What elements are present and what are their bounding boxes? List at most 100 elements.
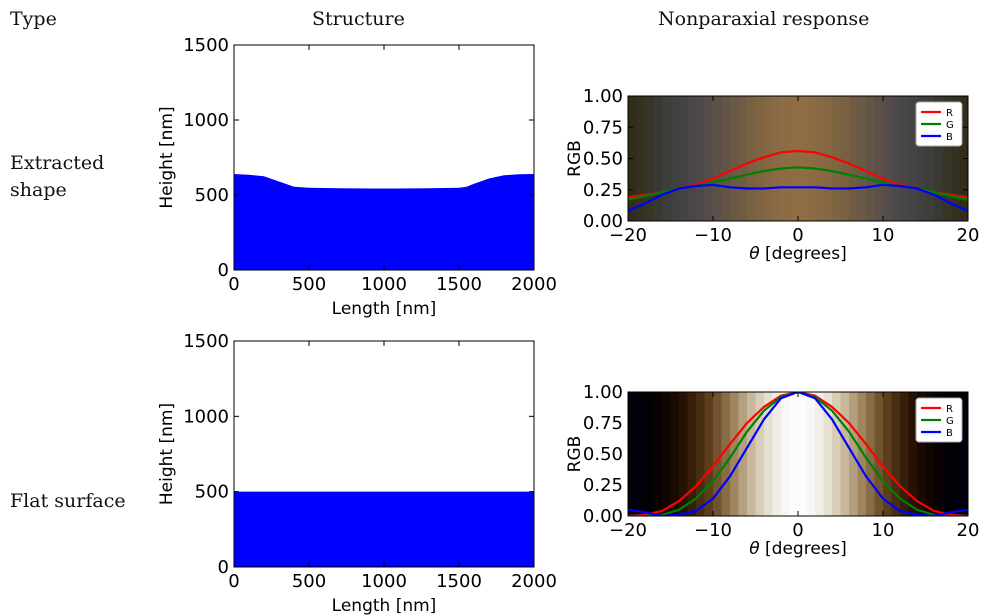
y-tick-label: 500 (195, 185, 229, 206)
series-line-G (628, 392, 968, 516)
color-band-stripe (696, 392, 706, 516)
color-band-stripe (704, 392, 714, 516)
x-tick-label: −20 (609, 225, 647, 246)
y-tick-label: 1500 (183, 331, 229, 352)
y-tick-label: 0.50 (583, 444, 623, 465)
color-band-stripe (781, 392, 791, 516)
y-tick-label: 1.00 (583, 382, 623, 403)
color-band-stripe (900, 96, 910, 221)
x-tick-label: 2000 (511, 274, 557, 295)
color-band-stripe (730, 392, 740, 516)
legend: RGB (915, 101, 963, 147)
color-band-stripe (679, 392, 689, 516)
color-band-stripe (934, 392, 944, 516)
color-band-stripe (798, 96, 808, 221)
y-tick-label: 0 (218, 260, 229, 281)
series-line-B (628, 183, 968, 213)
x-tick-label: −20 (609, 520, 647, 541)
color-band-stripe (704, 96, 714, 221)
color-band-stripe (951, 96, 961, 221)
legend-label-R: R (946, 108, 953, 119)
x-tick-label: 20 (957, 225, 980, 246)
color-band-stripe (755, 392, 765, 516)
legend-label-B: B (946, 428, 953, 439)
color-band-stripe (823, 96, 833, 221)
y-tick-label: 0.75 (583, 413, 623, 434)
legend-label-G: G (946, 120, 954, 131)
x-tick-label: 1000 (361, 571, 407, 592)
color-band-stripe (781, 96, 791, 221)
plot-area (234, 174, 534, 270)
x-tick-label: 0 (228, 274, 239, 295)
color-band-stripe (823, 392, 833, 516)
color-band-stripe (764, 96, 774, 221)
y-tick-label: 1.00 (583, 86, 623, 107)
x-axis-label: θ [degrees] (749, 244, 847, 264)
color-band-stripe (772, 96, 782, 221)
color-band-stripe (866, 392, 876, 516)
structure-fill (234, 174, 534, 270)
y-tick-label: 1000 (183, 110, 229, 131)
color-band-stripe (713, 392, 723, 516)
color-band-stripe (679, 96, 689, 221)
color-band-stripe (670, 392, 680, 516)
color-band-stripe (840, 96, 850, 221)
color-band-stripe (738, 96, 748, 221)
chart-response-flat: −20 −10 0 10 20 0.00 0.25 0.50 0.75 1.00 θ [degree… (565, 382, 979, 559)
x-tick-label: 0 (792, 225, 803, 246)
color-band-stripe (866, 96, 876, 221)
y-tick-label: 0.25 (583, 180, 623, 201)
x-tick-label: 1000 (361, 274, 407, 295)
color-band-stripe (713, 96, 723, 221)
color-band-stripe (662, 96, 672, 221)
x-axis-label: θ [degrees] (749, 539, 847, 559)
color-band-stripe (857, 392, 867, 516)
color-band-stripe (636, 392, 646, 516)
color-band-stripe (908, 392, 918, 516)
x-tick-label: 10 (872, 520, 895, 541)
row-label-extracted-line2: shape (10, 179, 67, 201)
chart-response-extracted: −20 −10 0 10 20 0.00 0.25 0.50 0.75 1.00 θ [degree… (565, 86, 979, 264)
x-tick-label: 1500 (436, 274, 482, 295)
color-band-stripe (942, 392, 952, 516)
color-band-stripe (925, 96, 935, 221)
plot-area (628, 392, 968, 516)
color-band-stripe (883, 392, 893, 516)
chart-structure-flat: 0 500 1000 1500 2000 0 500 1000 1500 Length [nm] H… (157, 331, 557, 616)
row-label-flat-line1: Flat surface (10, 490, 126, 512)
x-tick-label: 0 (792, 520, 803, 541)
row-label-extracted: Extracted shape (10, 150, 104, 204)
x-tick-label: 20 (957, 520, 980, 541)
y-tick-label: 0 (218, 557, 229, 578)
y-tick-label: 1000 (183, 406, 229, 427)
color-band-stripe (917, 392, 927, 516)
color-band-stripe (662, 392, 672, 516)
header-type: Type (10, 8, 57, 30)
color-band-stripe (789, 96, 799, 221)
color-band-stripe (670, 96, 680, 221)
legend-label-R: R (946, 404, 953, 415)
x-tick-label: 500 (292, 571, 326, 592)
legend: RGB (915, 397, 963, 443)
color-band-stripe (815, 392, 825, 516)
chart-structure-extracted: 0 500 1000 1500 2000 0 500 1000 1500 Length [nm] H… (157, 35, 557, 319)
y-axis-label: RGB (565, 436, 585, 473)
x-tick-label: 1500 (436, 571, 482, 592)
color-band-stripe (653, 392, 663, 516)
color-band-stripe (747, 96, 757, 221)
x-axis-label: Length [nm] (332, 596, 437, 616)
color-band-stripe (891, 96, 901, 221)
series-line-B (628, 392, 968, 516)
color-band-stripe (925, 392, 935, 516)
x-tick-label: 2000 (511, 571, 557, 592)
color-band-stripe (900, 392, 910, 516)
color-band-stripe (832, 392, 842, 516)
y-axis-label: Height [nm] (157, 403, 177, 505)
color-band-stripe (891, 392, 901, 516)
legend-label-B: B (946, 132, 953, 143)
color-band-stripe (789, 392, 799, 516)
color-band-stripe (721, 96, 731, 221)
y-tick-label: 1500 (183, 35, 229, 56)
color-band-stripe (951, 392, 961, 516)
